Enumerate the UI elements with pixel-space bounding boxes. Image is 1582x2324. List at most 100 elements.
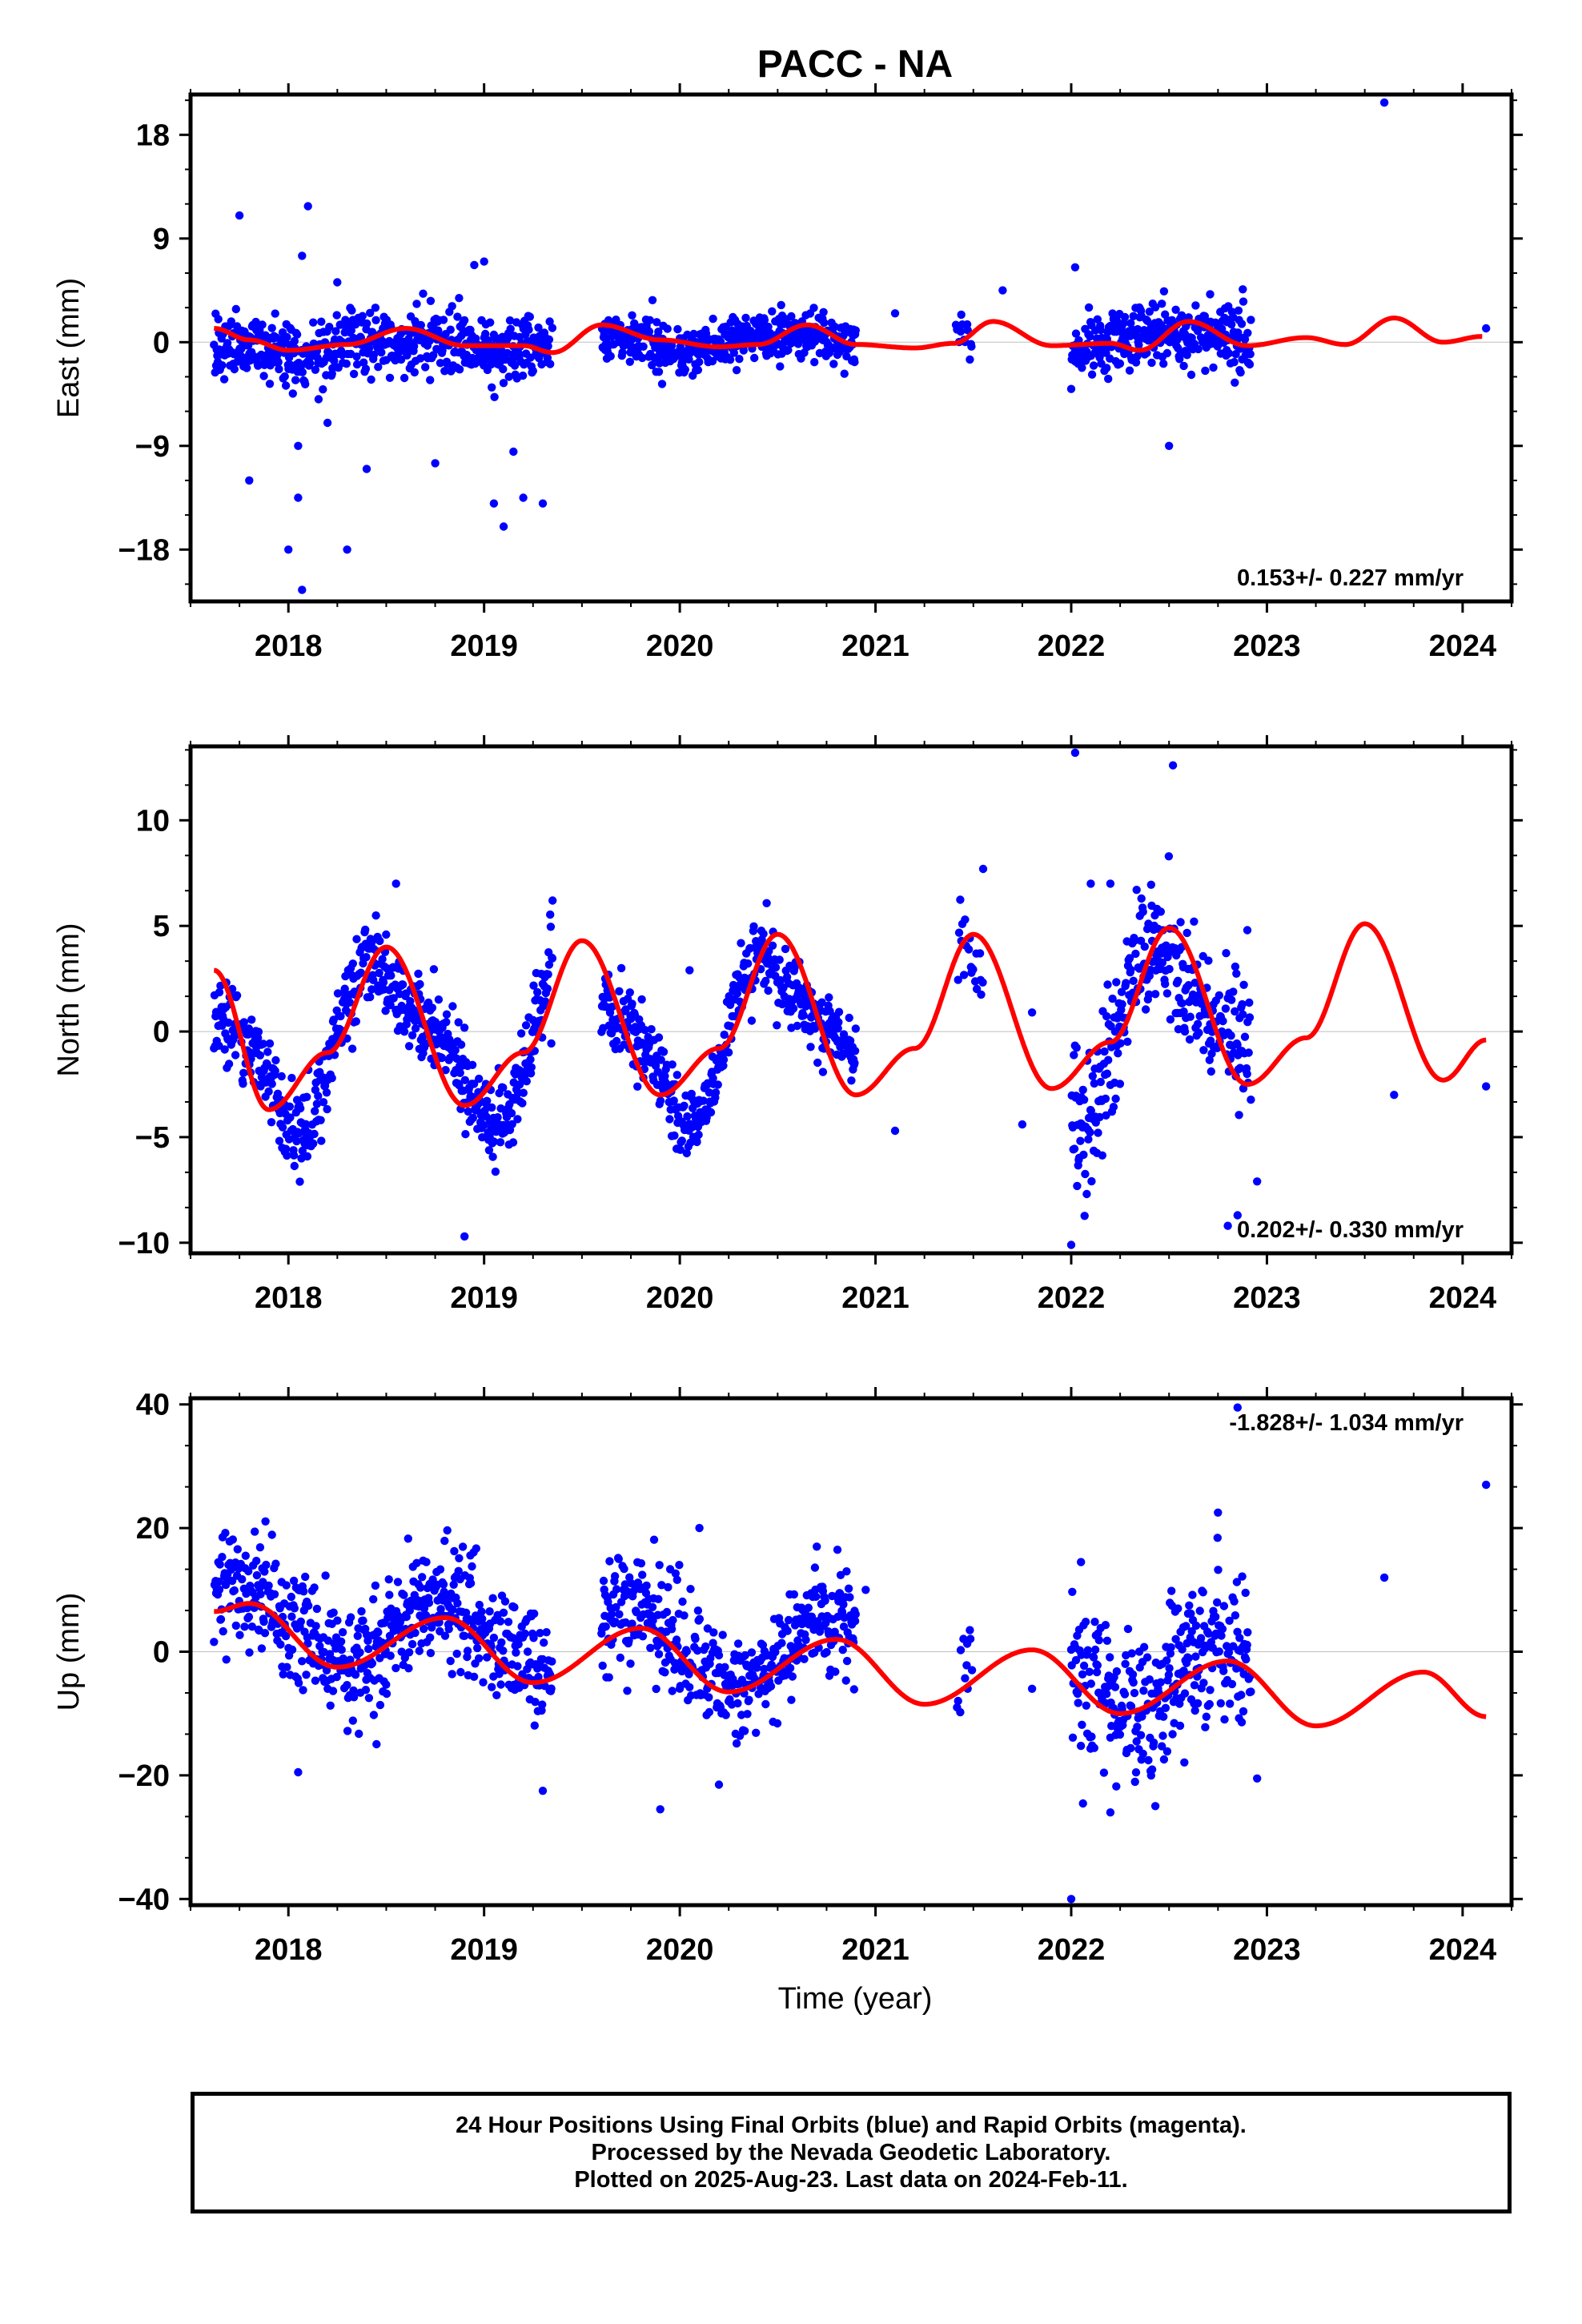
north-x-tick-label: 2023 xyxy=(1233,1281,1301,1315)
east-data-point xyxy=(663,324,672,333)
north-data-point xyxy=(1106,879,1115,888)
north-data-point xyxy=(656,1096,665,1105)
up-data-point xyxy=(654,1594,663,1604)
east-data-point xyxy=(366,308,375,317)
north-data-point xyxy=(1096,1077,1106,1087)
east-data-point xyxy=(481,329,490,339)
east-data-point xyxy=(1379,98,1389,107)
up-data-point xyxy=(1184,1654,1193,1663)
up-x-tick-label: 2021 xyxy=(841,1933,909,1967)
up-data-point xyxy=(328,1687,338,1695)
north-data-point xyxy=(677,1136,686,1145)
up-data-point xyxy=(436,1565,445,1574)
east-data-point xyxy=(776,362,785,371)
up-data-point xyxy=(1201,1723,1210,1731)
east-data-point xyxy=(538,499,548,508)
up-data-point xyxy=(468,1562,476,1571)
up-x-tick-label: 2020 xyxy=(646,1933,714,1967)
up-data-point xyxy=(1215,1647,1224,1656)
north-data-point xyxy=(1150,990,1160,999)
north-data-point xyxy=(1104,1055,1113,1064)
north-data-point xyxy=(680,1101,689,1111)
up-data-point xyxy=(966,1626,974,1634)
east-data-point xyxy=(676,342,685,352)
up-data-point xyxy=(270,1590,279,1599)
up-data-point xyxy=(287,1592,295,1602)
up-data-point xyxy=(304,1601,313,1610)
east-data-point xyxy=(1194,344,1203,354)
up-data-point xyxy=(238,1574,247,1584)
east-data-point xyxy=(963,326,972,335)
east-data-point xyxy=(347,306,356,315)
north-data-point xyxy=(1027,1008,1037,1017)
up-data-point xyxy=(496,1617,505,1626)
east-data-point xyxy=(1191,301,1200,310)
north-data-point xyxy=(1178,999,1186,1008)
north-data-point xyxy=(1112,978,1121,987)
north-data-point xyxy=(612,1036,621,1046)
up-data-point xyxy=(499,1608,508,1618)
up-data-point xyxy=(311,1676,320,1685)
east-data-point xyxy=(309,318,318,327)
up-data-point xyxy=(721,1663,729,1671)
up-data-point xyxy=(296,1617,305,1626)
north-data-point xyxy=(1098,1151,1107,1160)
north-data-point xyxy=(1482,1082,1491,1091)
up-data-point xyxy=(530,1721,539,1730)
north-data-point xyxy=(616,963,626,973)
north-data-point xyxy=(693,1137,701,1147)
east-data-point xyxy=(524,325,533,334)
up-data-point xyxy=(1216,1699,1226,1708)
up-data-point xyxy=(1185,1601,1194,1610)
up-data-point xyxy=(743,1710,752,1719)
east-data-point xyxy=(371,304,380,312)
up-data-point xyxy=(367,1659,377,1668)
north-data-point xyxy=(468,1113,477,1123)
north-data-point xyxy=(460,1232,469,1241)
up-data-point xyxy=(1121,1659,1130,1668)
up-data-point xyxy=(260,1629,270,1638)
up-data-point xyxy=(709,1628,718,1637)
north-data-point xyxy=(1190,917,1199,927)
north-data-point xyxy=(1223,1221,1232,1230)
up-data-point xyxy=(361,1686,371,1695)
east-data-point xyxy=(784,346,793,355)
east-y-tick-label: 9 xyxy=(153,223,170,256)
north-data-point xyxy=(322,1088,331,1097)
up-data-point xyxy=(1167,1586,1176,1595)
north-data-point xyxy=(488,1152,497,1161)
up-data-point xyxy=(1094,1635,1104,1645)
north-data-point xyxy=(378,955,387,963)
up-data-point xyxy=(623,1687,632,1695)
north-data-point xyxy=(1235,1111,1243,1120)
east-y-tick-label: −18 xyxy=(118,533,170,567)
north-data-point xyxy=(773,1021,781,1030)
east-data-point xyxy=(1482,324,1491,333)
up-data-point xyxy=(1227,1679,1237,1689)
north-data-point xyxy=(845,1013,853,1023)
up-data-point xyxy=(230,1586,239,1595)
east-data-point xyxy=(606,352,615,360)
north-data-point xyxy=(1227,995,1236,1004)
up-data-point xyxy=(542,1628,551,1637)
east-data-point xyxy=(1227,320,1236,329)
north-data-point xyxy=(771,963,781,972)
up-data-point xyxy=(604,1673,613,1682)
north-data-point xyxy=(851,1024,861,1033)
up-data-point xyxy=(1102,1636,1112,1645)
east-data-point xyxy=(280,372,289,381)
north-x-tick-label: 2024 xyxy=(1429,1281,1497,1315)
north-data-point xyxy=(683,1112,692,1121)
east-data-point xyxy=(409,342,419,351)
east-data-point xyxy=(439,316,448,324)
east-data-point xyxy=(301,380,310,388)
up-data-point xyxy=(489,1633,499,1642)
north-data-point xyxy=(1115,1080,1125,1088)
up-data-point xyxy=(785,1663,795,1673)
east-data-point xyxy=(385,373,395,382)
up-data-point xyxy=(1136,1731,1146,1739)
up-data-point xyxy=(648,1602,657,1612)
up-data-point xyxy=(359,1616,367,1625)
up-data-point xyxy=(695,1614,705,1623)
east-data-point xyxy=(369,350,379,360)
